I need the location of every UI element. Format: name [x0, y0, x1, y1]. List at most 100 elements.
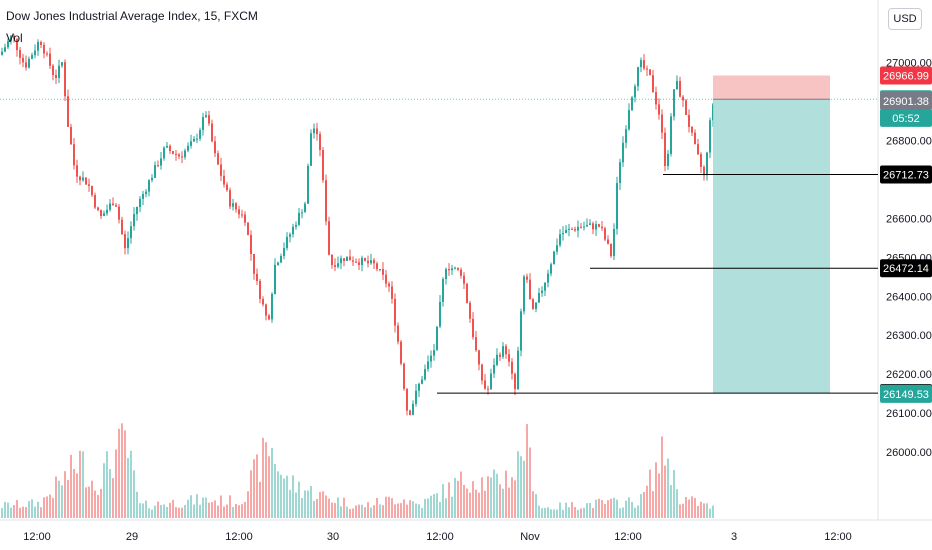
- volume-bar: [616, 499, 618, 518]
- candle-body: [70, 126, 72, 145]
- candle-body: [409, 410, 411, 415]
- price-axis-label: 26901.38: [883, 96, 929, 108]
- candle-body: [586, 224, 588, 227]
- candle-body: [160, 158, 162, 166]
- volume-bar: [199, 504, 201, 518]
- candle-body: [439, 301, 441, 327]
- volume-bar: [397, 503, 399, 518]
- candle-body: [496, 354, 498, 365]
- candle-body: [583, 226, 585, 228]
- volume-bar: [133, 470, 135, 518]
- time-tick-label: 3: [731, 531, 737, 543]
- candle-body: [484, 380, 486, 389]
- volume-bar: [67, 479, 69, 518]
- candle-body: [688, 115, 690, 127]
- price-axis-label: 26966.99: [883, 70, 929, 82]
- volume-bar: [235, 503, 237, 518]
- candle-body: [319, 134, 321, 151]
- volume-bar: [229, 495, 231, 518]
- volume-bar: [220, 495, 222, 518]
- volume-bar: [298, 481, 300, 518]
- currency-button[interactable]: USD: [888, 8, 922, 30]
- volume-bar: [475, 489, 477, 518]
- volume-bar: [595, 499, 597, 518]
- volume-bar: [433, 494, 435, 518]
- volume-bar: [292, 475, 294, 518]
- volume-bar: [547, 507, 549, 518]
- price-axis-label: 05:52: [892, 113, 920, 125]
- volume-bar: [268, 456, 270, 518]
- candle-body: [589, 223, 591, 225]
- candle-body: [427, 361, 429, 370]
- volume-bar: [601, 500, 603, 518]
- candle-body: [424, 369, 426, 380]
- volume-bar: [196, 494, 198, 518]
- candle-body: [31, 55, 33, 59]
- candle-body: [274, 264, 276, 294]
- price-axis-label-bg: [880, 384, 932, 403]
- volume-bar: [295, 492, 297, 518]
- volume-bar: [544, 507, 546, 518]
- candle-body: [328, 221, 330, 255]
- volume-bar: [388, 496, 390, 518]
- volume-bar: [217, 505, 219, 518]
- candle-body: [154, 165, 156, 178]
- volume-bar: [253, 459, 255, 518]
- candle-body: [322, 150, 324, 181]
- candle-body: [265, 304, 267, 316]
- price-tick-label: 26200.00: [886, 369, 932, 381]
- candle-body: [499, 354, 501, 357]
- volume-bar: [136, 491, 138, 518]
- candle-body: [145, 191, 147, 194]
- volume-bar: [163, 504, 165, 518]
- volume-bar: [682, 503, 684, 518]
- volume-indicator-label[interactable]: Vol: [6, 31, 23, 45]
- volume-bar: [379, 504, 381, 518]
- volume-bar: [187, 499, 189, 518]
- candle-body: [577, 226, 579, 231]
- candle-body: [163, 147, 165, 159]
- volume-bar: [367, 502, 369, 518]
- candle-body: [64, 62, 66, 97]
- time-tick-label: 12:00: [23, 531, 51, 543]
- price-axis-label-bg: [880, 108, 932, 127]
- candle-body: [553, 251, 555, 265]
- volume-bar: [478, 492, 480, 518]
- candle-body: [376, 263, 378, 270]
- volume-bar: [139, 503, 141, 518]
- volume-bar: [304, 490, 306, 518]
- candle-body: [379, 269, 381, 271]
- volume-bar: [427, 498, 429, 518]
- volume-bar: [382, 505, 384, 518]
- price-axis-label: 26712.73: [883, 169, 929, 181]
- candle-body: [196, 138, 198, 140]
- candle-body: [694, 132, 696, 145]
- volume-bar: [166, 507, 168, 518]
- volume-bar: [646, 485, 648, 518]
- candle-body: [442, 279, 444, 302]
- candle-body: [19, 50, 21, 58]
- volume-bar: [415, 503, 417, 518]
- candle-body: [691, 126, 693, 133]
- candle-body: [706, 152, 708, 176]
- volume-bar: [322, 491, 324, 518]
- candle-body: [535, 302, 537, 309]
- candle-body: [223, 175, 225, 185]
- volume-bar: [52, 498, 54, 518]
- volume-bar: [520, 456, 522, 518]
- time-tick-label: 29: [126, 531, 138, 543]
- candle-body: [58, 65, 60, 78]
- volume-bar: [70, 454, 72, 518]
- volume-bar: [343, 497, 345, 518]
- candle-body: [175, 153, 177, 155]
- volume-bar: [97, 495, 99, 518]
- volume-bar: [643, 491, 645, 518]
- volume-bar: [499, 484, 501, 518]
- volume-bar: [175, 507, 177, 518]
- volume-bar: [652, 491, 654, 518]
- candle-body: [325, 180, 327, 222]
- volume-bar: [451, 496, 453, 518]
- volume-bar: [586, 503, 588, 518]
- candle-body: [211, 123, 213, 142]
